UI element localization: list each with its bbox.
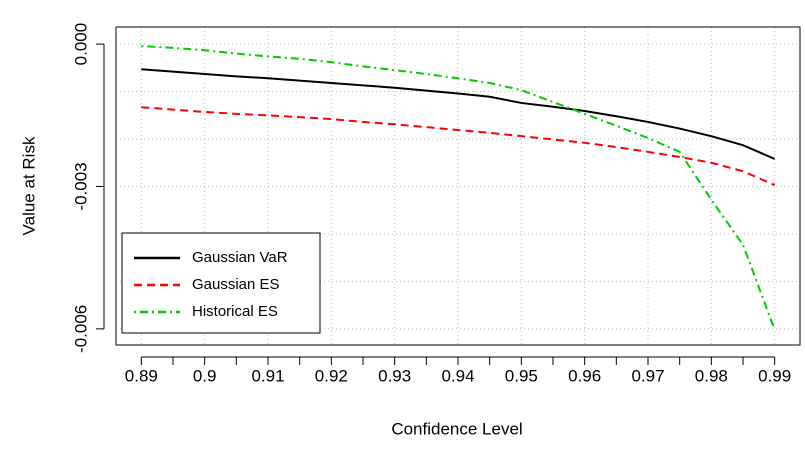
x-tick-label: 0.95: [505, 366, 538, 385]
plot-frame: [115, 26, 801, 346]
line: [141, 68, 776, 160]
legend-box: [121, 232, 321, 334]
y-tick-label: -0.006: [71, 305, 90, 353]
legend-label: Historical ES: [192, 303, 278, 320]
x-tick-label: 0.97: [631, 366, 664, 385]
y-tick-label: 0.000: [71, 23, 90, 66]
legend-label: Gaussian ES: [192, 276, 280, 293]
x-tick-label: 0.91: [251, 366, 284, 385]
x-tick-label: 0.93: [378, 366, 411, 385]
legend-label: Gaussian VaR: [192, 249, 288, 266]
x-tick-label: 0.94: [441, 366, 474, 385]
x-tick-label: 0.98: [695, 366, 728, 385]
x-tick-label: 0.92: [315, 366, 348, 385]
x-axis-label: Confidence Level: [391, 419, 522, 438]
x-tick-label: 0.9: [193, 366, 217, 385]
y-axis-label: Value at Risk: [19, 136, 38, 235]
line: [141, 106, 776, 186]
y-tick-label: -0.003: [71, 162, 90, 210]
line: [141, 44, 776, 331]
x-tick-label: 0.89: [125, 366, 158, 385]
x-tick-label: 0.99: [758, 366, 791, 385]
x-tick-label: 0.96: [568, 366, 601, 385]
